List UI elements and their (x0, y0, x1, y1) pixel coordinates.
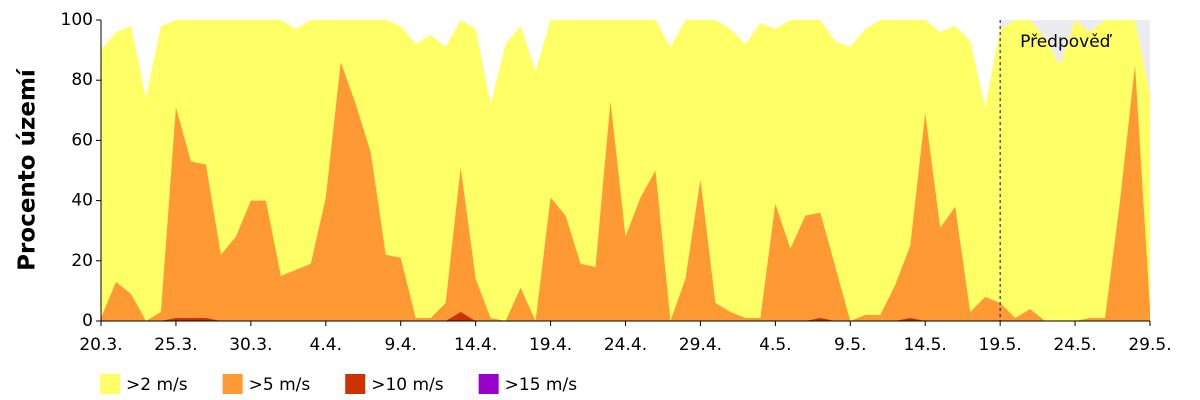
legend-swatch (222, 374, 243, 394)
y-tick-label: 80 (71, 70, 93, 90)
x-tick-label: 4.5. (759, 335, 791, 355)
x-tick-label: 9.5. (834, 335, 866, 355)
legend-label: >2 m/s (126, 375, 188, 395)
x-tick-label: 14.5. (904, 335, 947, 355)
legend-swatch (345, 374, 366, 394)
x-tick-label: 29.5. (1128, 335, 1171, 355)
x-tick-label: 14.4. (454, 335, 497, 355)
area (101, 311, 1150, 321)
y-tick-label: 0 (82, 311, 93, 331)
x-tick-label: 19.4. (529, 335, 572, 355)
y-axis-title: Procento území (15, 68, 41, 271)
x-tick-label: 9.4. (384, 335, 416, 355)
legend-swatch (100, 374, 120, 394)
legend-label: >5 m/s (249, 375, 311, 395)
x-tick-label: 30.3. (229, 335, 272, 355)
x-tick-label: 25.3. (154, 335, 197, 355)
x-tick-label: 24.4. (604, 335, 647, 355)
y-tick-label: 40 (71, 191, 93, 211)
y-tick-label: 60 (71, 130, 93, 150)
legend-swatch (478, 374, 499, 394)
x-tick-label: 29.4. (679, 335, 722, 355)
legend-label: >15 m/s (505, 375, 578, 395)
x-tick-label: 4.4. (310, 335, 342, 355)
annotation: Předpověď (1020, 32, 1113, 52)
area (101, 62, 1150, 321)
x-tick-label: 19.5. (979, 335, 1022, 355)
y-tick-label: 20 (71, 251, 93, 271)
legend-label: >10 m/s (371, 375, 444, 395)
x-tick-label: 20.3. (79, 335, 122, 355)
y-tick-label: 100 (61, 10, 93, 30)
x-tick-label: 24.5. (1053, 335, 1096, 355)
